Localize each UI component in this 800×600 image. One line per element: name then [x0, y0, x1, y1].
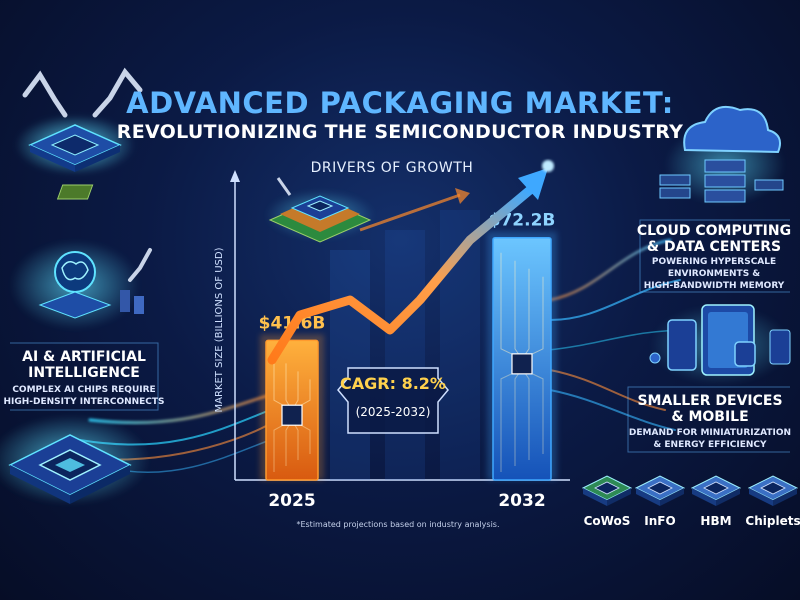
- mobile-devices-illustration: [649, 304, 791, 385]
- market-size-bar-chart: MARKET SIZE (BILLIONS OF USD) $41.6B$72.…: [214, 160, 570, 511]
- devices-sub-line-2: & ENERGY EFFICIENCY: [653, 440, 767, 450]
- panel-devices: SMALLER DEVICES & MOBILE DEMAND FOR MINI…: [627, 386, 791, 453]
- cloud-server-illustration: [659, 106, 785, 205]
- panel-cloud: CLOUD COMPUTING & DATA CENTERS POWERING …: [637, 219, 791, 293]
- cagr-label: CAGR: 8.2%: [340, 374, 446, 393]
- ai-title-line-1: AI & ARTIFICIAL: [22, 349, 146, 365]
- title-line-1: ADVANCED PACKAGING MARKET:: [126, 86, 674, 120]
- tech-label-hbm: HBM: [700, 514, 731, 528]
- ai-brain-illustration: [10, 240, 152, 330]
- cloud-sub-line-3: HIGH-BANDWIDTH MEMORY: [644, 281, 785, 291]
- y-axis-arrowhead: [230, 170, 240, 182]
- tech-label-chiplets: Chiplets: [745, 514, 800, 528]
- bars-group: [260, 231, 557, 481]
- drivers-heading: DRIVERS OF GROWTH: [311, 160, 474, 176]
- glowing-processor-illustration: [0, 415, 150, 505]
- x-tick-labels-group: 2025 2032: [268, 491, 545, 511]
- cagr-callout: CAGR: 8.2% (2025-2032): [337, 367, 449, 434]
- cloud-title-line-1: CLOUD COMPUTING: [637, 223, 791, 239]
- ai-title-line-2: INTELLIGENCE: [28, 365, 140, 381]
- tech-label-info: InFO: [644, 514, 675, 528]
- cloud-title-line-2: & DATA CENTERS: [647, 239, 781, 255]
- cagr-range: (2025-2032): [356, 405, 431, 419]
- ai-sub-line-1: COMPLEX AI CHIPS REQUIRE: [12, 385, 155, 395]
- robot-arm-chip-illustration: [15, 67, 143, 200]
- technology-row: CoWoS InFO HBM Chiplets: [581, 475, 800, 528]
- tech-item-chiplets: Chiplets: [745, 475, 800, 528]
- devices-title-line-2: & MOBILE: [671, 409, 748, 425]
- devices-title-line-1: SMALLER DEVICES: [637, 393, 782, 409]
- tech-item-cowos: CoWoS: [581, 475, 633, 528]
- cloud-sub-line-2: ENVIRONMENTS &: [668, 269, 760, 279]
- tech-item-hbm: HBM: [690, 475, 742, 528]
- tech-label-cowos: CoWoS: [584, 514, 631, 528]
- growth-arrow: [267, 185, 535, 365]
- bar-2025: [260, 334, 324, 481]
- title-line-2: REVOLUTIONIZING THE SEMICONDUCTOR INDUST…: [117, 121, 683, 143]
- panel-ai: AI & ARTIFICIAL INTELLIGENCE COMPLEX AI …: [3, 342, 165, 411]
- growth-arrowhead: [518, 168, 548, 200]
- bar-2032: [487, 231, 557, 481]
- cloud-sub-line-1: POWERING HYPERSCALE: [652, 257, 776, 267]
- chip-packaging-illustration: [265, 177, 375, 243]
- tech-item-info: InFO: [634, 475, 686, 528]
- x-tick-2032: 2032: [498, 491, 545, 511]
- light-streams: [59, 238, 691, 474]
- y-axis-label: MARKET SIZE (BILLIONS OF USD): [214, 247, 225, 412]
- ai-sub-line-2: HIGH-DENSITY INTERCONNECTS: [3, 397, 164, 407]
- x-tick-2025: 2025: [268, 491, 315, 511]
- devices-sub-line-1: DEMAND FOR MINIATURIZATION: [629, 428, 791, 438]
- footnote: *Estimated projections based on industry…: [296, 520, 499, 529]
